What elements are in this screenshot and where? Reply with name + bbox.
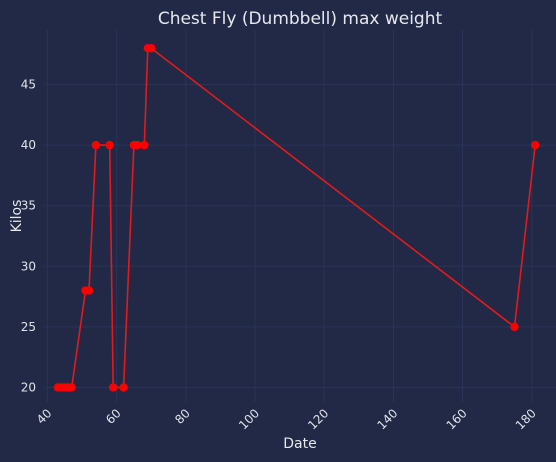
data-point — [140, 140, 149, 150]
data-point — [91, 140, 101, 150]
data-point — [133, 140, 142, 150]
y-tick-label: 35 — [21, 199, 36, 213]
data-point — [84, 286, 94, 295]
data-point — [108, 383, 118, 392]
y-axis-ticks: 20 25 30 35 40 45 — [21, 78, 36, 395]
data-point — [510, 322, 519, 332]
chart-title: Chest Fly (Dumbbell) max weight — [158, 9, 443, 29]
y-tick-label: 45 — [21, 78, 36, 92]
data-point — [119, 383, 128, 392]
y-tick-label: 20 — [21, 380, 36, 394]
y-tick-label: 25 — [21, 320, 36, 334]
data-point — [105, 140, 114, 150]
y-tick-label: 40 — [21, 138, 36, 152]
y-axis-label: Kilos — [9, 200, 25, 233]
data-point — [147, 43, 156, 53]
series — [53, 43, 540, 392]
data-point — [67, 383, 76, 392]
y-tick-label: 30 — [21, 259, 36, 273]
data-point — [531, 140, 540, 150]
x-axis-label: Date — [283, 436, 316, 452]
